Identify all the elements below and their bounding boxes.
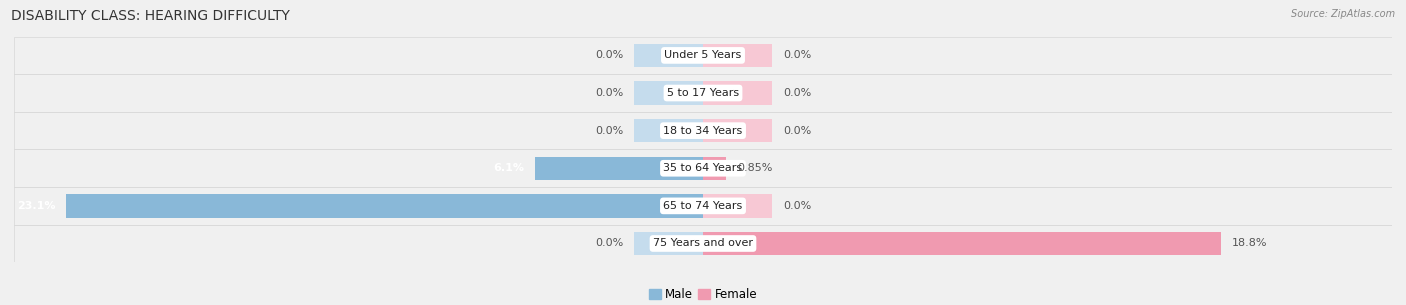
Bar [66, 194, 703, 217]
Text: Source: ZipAtlas.com: Source: ZipAtlas.com [1291, 9, 1395, 19]
Text: 0.0%: 0.0% [595, 239, 623, 249]
Text: 0.0%: 0.0% [783, 88, 811, 98]
Text: 6.1%: 6.1% [494, 163, 524, 173]
Text: 35 to 64 Years: 35 to 64 Years [664, 163, 742, 173]
Text: DISABILITY CLASS: HEARING DIFFICULTY: DISABILITY CLASS: HEARING DIFFICULTY [11, 9, 290, 23]
Bar [634, 232, 703, 255]
Text: 0.0%: 0.0% [595, 50, 623, 60]
Bar [634, 44, 703, 67]
Text: 23.1%: 23.1% [17, 201, 55, 211]
Text: Under 5 Years: Under 5 Years [665, 50, 741, 60]
Text: 0.0%: 0.0% [783, 126, 811, 136]
Text: 0.85%: 0.85% [738, 163, 773, 173]
Bar [14, 37, 1392, 74]
Bar [14, 149, 1392, 187]
Bar [534, 156, 703, 180]
Bar [14, 112, 1392, 149]
Bar [703, 119, 772, 142]
Bar [14, 74, 1392, 112]
Text: 5 to 17 Years: 5 to 17 Years [666, 88, 740, 98]
Bar [14, 187, 1392, 225]
Bar [14, 225, 1392, 262]
Bar [703, 81, 772, 105]
Text: 0.0%: 0.0% [783, 201, 811, 211]
Legend: Male, Female: Male, Female [644, 284, 762, 305]
Bar [634, 81, 703, 105]
Text: 0.0%: 0.0% [595, 126, 623, 136]
Bar [703, 194, 772, 217]
Bar [703, 44, 772, 67]
Text: 0.0%: 0.0% [595, 88, 623, 98]
Text: 18.8%: 18.8% [1232, 239, 1268, 249]
Text: 18 to 34 Years: 18 to 34 Years [664, 126, 742, 136]
Text: 0.0%: 0.0% [783, 50, 811, 60]
Bar [703, 232, 1220, 255]
Text: 75 Years and over: 75 Years and over [652, 239, 754, 249]
Bar [703, 156, 727, 180]
Text: 65 to 74 Years: 65 to 74 Years [664, 201, 742, 211]
Bar [634, 119, 703, 142]
